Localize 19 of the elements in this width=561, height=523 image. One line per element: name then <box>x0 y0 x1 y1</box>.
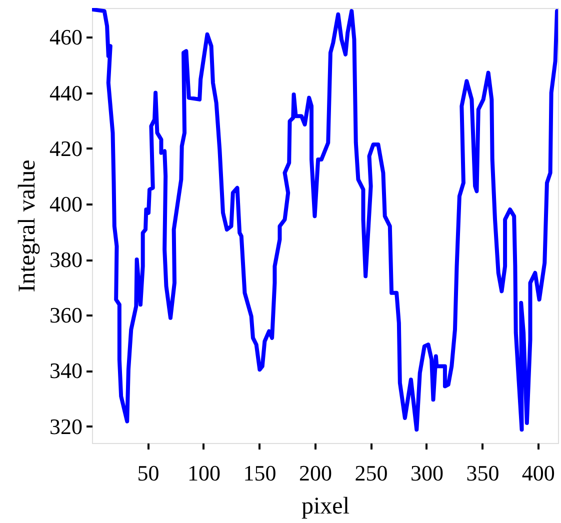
y-tick-label: 460 <box>50 24 82 50</box>
y-tick-label: 400 <box>50 191 82 216</box>
x-tick-label: 300 <box>410 460 444 486</box>
x-axis-title: pixel <box>302 494 350 520</box>
y-tick-label: 380 <box>50 247 82 272</box>
x-tick-label: 50 <box>137 460 160 486</box>
y-tick-label: 360 <box>50 302 82 328</box>
x-tick-label: 250 <box>354 460 388 486</box>
y-axis-title: Integral value <box>14 160 40 292</box>
y-tick-label: 440 <box>50 80 82 106</box>
y-tick-label: 420 <box>50 136 82 161</box>
y-tick-label: 340 <box>50 358 82 384</box>
x-tick-label: 350 <box>466 460 500 486</box>
x-tick-label: 150 <box>243 460 276 486</box>
x-tick-label: 400 <box>522 460 555 486</box>
y-tick-label: 320 <box>50 414 82 439</box>
x-tick-label: 100 <box>187 460 220 486</box>
line-series <box>92 8 558 432</box>
x-tick-label: 200 <box>298 460 332 486</box>
